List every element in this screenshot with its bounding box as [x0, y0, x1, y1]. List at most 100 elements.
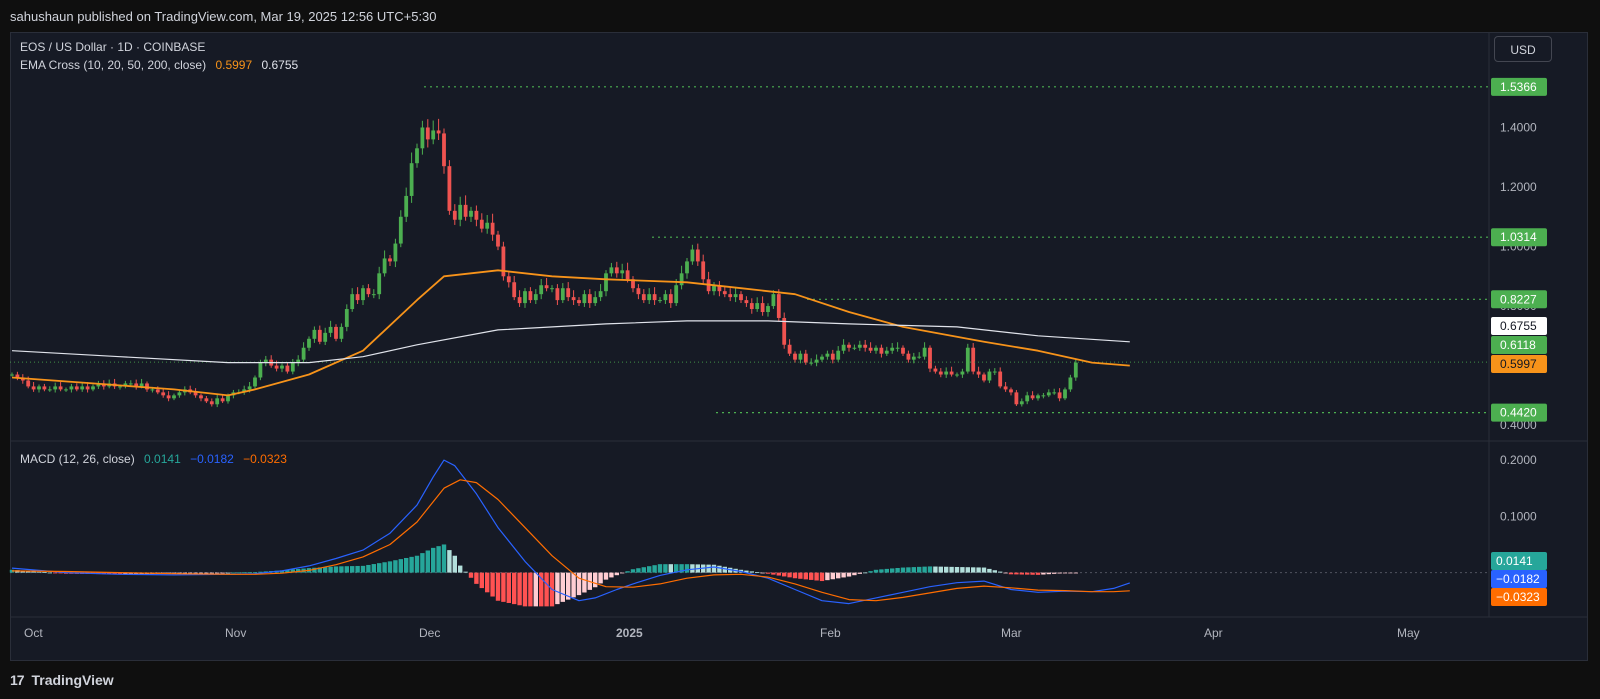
- candle-body[interactable]: [409, 163, 414, 196]
- candle-body[interactable]: [577, 300, 581, 304]
- candle-body[interactable]: [53, 386, 58, 390]
- candle-body[interactable]: [863, 344, 868, 348]
- candle-body[interactable]: [890, 347, 895, 351]
- candle-body[interactable]: [209, 401, 214, 405]
- candle-body[interactable]: [690, 249, 695, 262]
- candle-body[interactable]: [695, 249, 700, 262]
- candle-body[interactable]: [911, 356, 916, 360]
- candle-body[interactable]: [982, 374, 986, 381]
- candle-body[interactable]: [215, 398, 220, 405]
- candle-body[interactable]: [118, 386, 122, 388]
- candle-body[interactable]: [922, 347, 927, 357]
- candle-body[interactable]: [442, 133, 446, 167]
- candle-body[interactable]: [301, 347, 306, 360]
- candle-body[interactable]: [879, 347, 884, 354]
- candle-body[interactable]: [150, 389, 155, 391]
- candle-body[interactable]: [604, 273, 608, 292]
- candle-body[interactable]: [960, 371, 965, 375]
- candle-body[interactable]: [415, 148, 419, 164]
- candle-body[interactable]: [793, 353, 797, 360]
- ema-20-line[interactable]: [11, 269, 1130, 397]
- candle-body[interactable]: [852, 347, 857, 349]
- candle-body[interactable]: [479, 219, 484, 229]
- candle-body[interactable]: [733, 294, 738, 298]
- candle-body[interactable]: [80, 386, 85, 390]
- candle-body[interactable]: [744, 300, 749, 304]
- candle-body[interactable]: [128, 383, 133, 385]
- candle-body[interactable]: [490, 222, 495, 235]
- candle-body[interactable]: [949, 371, 954, 375]
- candle-body[interactable]: [906, 353, 911, 360]
- candle-body[interactable]: [625, 270, 630, 280]
- candle-body[interactable]: [830, 353, 835, 360]
- candle-body[interactable]: [436, 130, 441, 134]
- candle-body[interactable]: [166, 395, 171, 399]
- candle-body[interactable]: [917, 356, 922, 358]
- candle-body[interactable]: [404, 195, 409, 217]
- candle-body[interactable]: [598, 291, 603, 298]
- candle-body[interactable]: [836, 350, 841, 360]
- candle-body[interactable]: [658, 300, 662, 302]
- candle-body[interactable]: [609, 267, 614, 274]
- candle-body[interactable]: [355, 294, 360, 301]
- candle-body[interactable]: [987, 371, 992, 381]
- candle-body[interactable]: [193, 392, 198, 396]
- candle-body[interactable]: [884, 350, 889, 354]
- candle-body[interactable]: [976, 371, 981, 375]
- candle-body[interactable]: [37, 386, 41, 390]
- candle-body[interactable]: [177, 392, 182, 396]
- candle-body[interactable]: [868, 347, 873, 351]
- candle-body[interactable]: [760, 303, 765, 313]
- candle-body[interactable]: [1052, 392, 1057, 394]
- candle-body[interactable]: [776, 294, 781, 318]
- candle-body[interactable]: [366, 288, 371, 295]
- ema-legend[interactable]: EMA Cross (10, 20, 50, 200, close) 0.599…: [20, 58, 298, 72]
- candle-body[interactable]: [328, 326, 333, 333]
- candle-body[interactable]: [26, 380, 31, 387]
- candle-body[interactable]: [587, 294, 592, 304]
- candle-body[interactable]: [145, 383, 149, 390]
- candle-body[interactable]: [323, 332, 328, 342]
- candle-body[interactable]: [971, 347, 976, 372]
- candle-body[interactable]: [220, 398, 225, 402]
- candle-body[interactable]: [620, 270, 625, 274]
- candle-body[interactable]: [663, 294, 668, 301]
- candle-body[interactable]: [1003, 386, 1008, 390]
- candle-body[interactable]: [814, 359, 819, 363]
- candle-body[interactable]: [474, 210, 479, 220]
- candle-body[interactable]: [204, 398, 209, 402]
- candle-body[interactable]: [938, 371, 943, 375]
- currency-button[interactable]: USD: [1494, 36, 1552, 62]
- candle-body[interactable]: [280, 365, 284, 369]
- candle-body[interactable]: [782, 317, 787, 345]
- candle-body[interactable]: [247, 386, 252, 390]
- candle-body[interactable]: [998, 371, 1003, 387]
- candle-body[interactable]: [566, 288, 571, 298]
- candle-body[interactable]: [965, 347, 970, 372]
- candle-body[interactable]: [803, 353, 808, 363]
- candle-body[interactable]: [847, 344, 851, 348]
- candle-body[interactable]: [766, 306, 770, 313]
- candle-body[interactable]: [506, 276, 511, 283]
- candle-body[interactable]: [685, 261, 689, 274]
- candle-body[interactable]: [485, 222, 490, 229]
- candle-body[interactable]: [712, 285, 716, 292]
- candle-body[interactable]: [755, 303, 760, 310]
- candle-body[interactable]: [722, 291, 727, 295]
- candle-body[interactable]: [728, 294, 733, 298]
- candle-body[interactable]: [1009, 389, 1013, 393]
- candle-body[interactable]: [382, 258, 387, 274]
- candle-body[interactable]: [857, 344, 862, 348]
- candle-body[interactable]: [296, 359, 301, 363]
- candle-body[interactable]: [820, 356, 824, 360]
- candle-body[interactable]: [933, 368, 938, 372]
- candle-body[interactable]: [317, 329, 322, 342]
- candle-body[interactable]: [636, 288, 641, 295]
- candle-body[interactable]: [841, 344, 846, 351]
- candle-body[interactable]: [290, 362, 295, 372]
- candle-body[interactable]: [452, 210, 457, 220]
- candle-body[interactable]: [74, 386, 79, 390]
- candle-body[interactable]: [992, 371, 997, 373]
- candle-body[interactable]: [1036, 395, 1040, 399]
- candle-body[interactable]: [533, 294, 538, 301]
